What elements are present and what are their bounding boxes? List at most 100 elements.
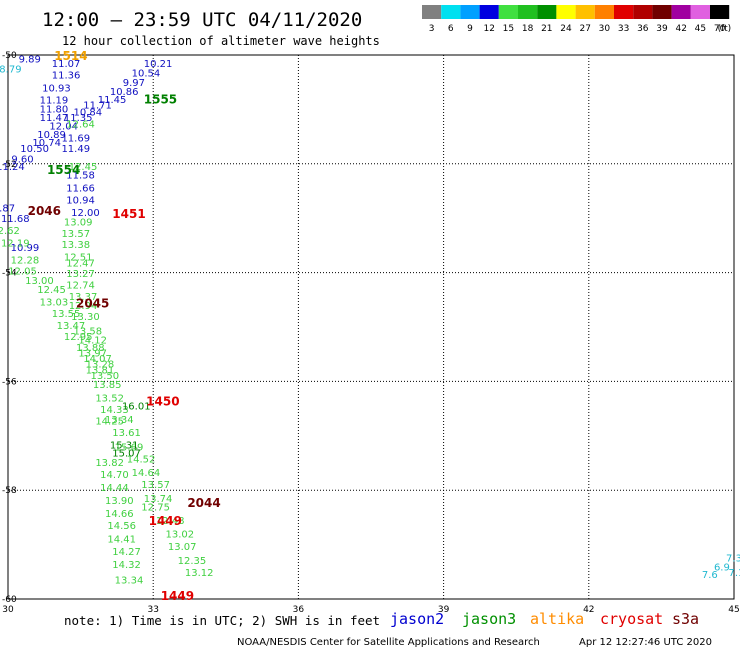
swh-value-label: 12.45 [69, 162, 98, 173]
swh-value-label: 12.19 [1, 239, 30, 250]
swh-value-label: 11.36 [52, 71, 81, 82]
swh-value-label: 13.09 [64, 217, 93, 228]
swh-value-label: 13.52 [95, 394, 124, 405]
swh-value-label: 14.27 [112, 547, 141, 558]
swh-value-label: 10.54 [132, 68, 161, 79]
swh-value-label: 13.34 [115, 575, 144, 586]
swh-value-label: 13.03 [40, 297, 69, 308]
satellite-legend: jason2 jason3 altika cryosat s3a [390, 610, 699, 628]
swh-value-label: 12.28 [11, 256, 40, 267]
y-tick-label: -54 [2, 269, 17, 279]
swh-value-label: 14.70 [100, 470, 129, 481]
swh-value-label: 12.62 [0, 226, 20, 237]
y-tick-label: -50 [2, 51, 17, 61]
swh-value-label: 16.01 [122, 401, 151, 412]
y-tick-label: -58 [2, 486, 17, 496]
scale-swatch [537, 5, 557, 19]
swh-value-label: 12.00 [71, 208, 100, 219]
scale-unit-label: (ft) [718, 24, 732, 34]
scale-swatch [441, 5, 461, 19]
swh-value-label: 14.12 [78, 336, 107, 347]
y-tick-label: -60 [2, 595, 17, 605]
scale-swatch [652, 5, 672, 19]
swh-value-label: 13.97 [78, 349, 107, 360]
x-tick-label: 39 [438, 605, 450, 615]
swh-value-label: 12.74 [66, 281, 95, 292]
swh-value-label: 13.37 [69, 292, 98, 303]
swh-value-label: 13.61 [112, 428, 141, 439]
swh-value-label: 13.07 [168, 542, 197, 553]
swh-value-label: 13.57 [61, 229, 90, 240]
swh-value-label: 8.79 [0, 65, 22, 76]
swh-value-label: 15.07 [112, 449, 141, 460]
pass-time-label: 2045 [76, 297, 109, 311]
swh-value-label: 11.07 [52, 59, 81, 70]
swh-value-label: 11.45 [98, 95, 127, 106]
pass-time-label: 1451 [112, 207, 145, 221]
swh-value-label: 10.50 [20, 144, 49, 155]
wave-height-color-scale: 3 6 9 12 15 18 21 24 27 30 33 36 39 42 45 70(ft) [422, 5, 731, 34]
x-tick-label: 33 [147, 605, 158, 615]
scale-swatch [498, 5, 518, 19]
swh-value-label: 11.58 [66, 171, 95, 182]
swh-value-label: 13.81 [86, 365, 115, 376]
satellite-legend-jason2: jason2 [390, 610, 444, 628]
scale-tick-label: 9 [467, 24, 473, 34]
swh-value-label: 13.58 [74, 326, 103, 337]
swh-value-label: 13.12 [185, 568, 214, 579]
swh-value-label: 10.74 [32, 138, 61, 149]
grid-lines [8, 55, 734, 599]
scale-tick-label: 36 [637, 24, 649, 34]
satellite-legend-jason3: jason3 [462, 610, 516, 628]
scale-tick-label: 6 [448, 24, 454, 34]
scale-tick-label: 30 [599, 24, 611, 34]
x-tick-label: 45 [728, 605, 739, 615]
swh-value-label: 12.45 [37, 285, 66, 296]
swh-value-label: 11.24 [0, 162, 25, 173]
swh-value-label: 13.30 [71, 312, 100, 323]
swh-value-label: 10.84 [74, 108, 103, 119]
swh-value-label: 14.33 [100, 405, 129, 416]
pass-time-label: 1555 [144, 93, 177, 107]
scale-tick-label: 18 [522, 24, 534, 34]
swh-value-label: 10.21 [144, 59, 173, 70]
swh-value-label: 7.1 [728, 568, 740, 579]
swh-value-label: 15.31 [110, 441, 139, 452]
pass-time-label: 2046 [28, 204, 61, 218]
swh-value-label: 9.97 [123, 78, 145, 89]
plot-area: -50 -52 -54 -56 -58 -60 30 33 36 39 42 45 9.89 11.0… [0, 49, 740, 615]
swh-value-label: 13.00 [25, 276, 54, 287]
chart-title: 12:00 – 23:59 UTC 04/11/2020 [42, 9, 362, 31]
scale-swatch [422, 5, 442, 19]
swh-value-label: 14.52 [127, 455, 156, 466]
swh-value-label: 13.27 [66, 269, 95, 280]
scale-tick-label: 12 [483, 24, 494, 34]
swh-value-label: 13.47 [57, 321, 86, 332]
scale-swatch [671, 5, 691, 19]
scale-swatch [479, 5, 499, 19]
swh-value-label: 14.44 [100, 483, 129, 494]
scale-swatch [690, 5, 710, 19]
swh-value-label: 12.35 [178, 556, 207, 567]
swh-value-label: 13.57 [141, 480, 170, 491]
scale-tick-label: 24 [560, 24, 572, 34]
scale-tick-label: 27 [579, 24, 590, 34]
swh-value-label: 10.94 [66, 196, 95, 207]
swh-value-label: 10.89 [37, 130, 66, 141]
swh-value-label: 13.02 [165, 530, 194, 541]
swh-value-label: 6.9 [714, 562, 730, 573]
swh-value-label: 7.6 [702, 570, 718, 581]
swh-value-label: 13.85 [93, 380, 122, 391]
swh-value-label: 14.41 [107, 535, 136, 546]
swh-value-label: 10.86 [110, 87, 139, 98]
satellite-legend-cryosat: cryosat [600, 610, 663, 628]
swh-value-label: 12.95 [64, 332, 93, 343]
pass-time-labels: 1514 1555 1554 2046 1451 2045 1450 2044 1449 1449 [28, 49, 221, 603]
swh-value-label: 12.51 [64, 252, 93, 263]
satellite-legend-altika: altika [530, 610, 584, 628]
swh-value-label: 10.99 [11, 243, 40, 254]
timestamp-text: Apr 12 12:27:46 UTC 2020 [579, 637, 712, 648]
scale-tick-label: 45 [695, 24, 706, 34]
